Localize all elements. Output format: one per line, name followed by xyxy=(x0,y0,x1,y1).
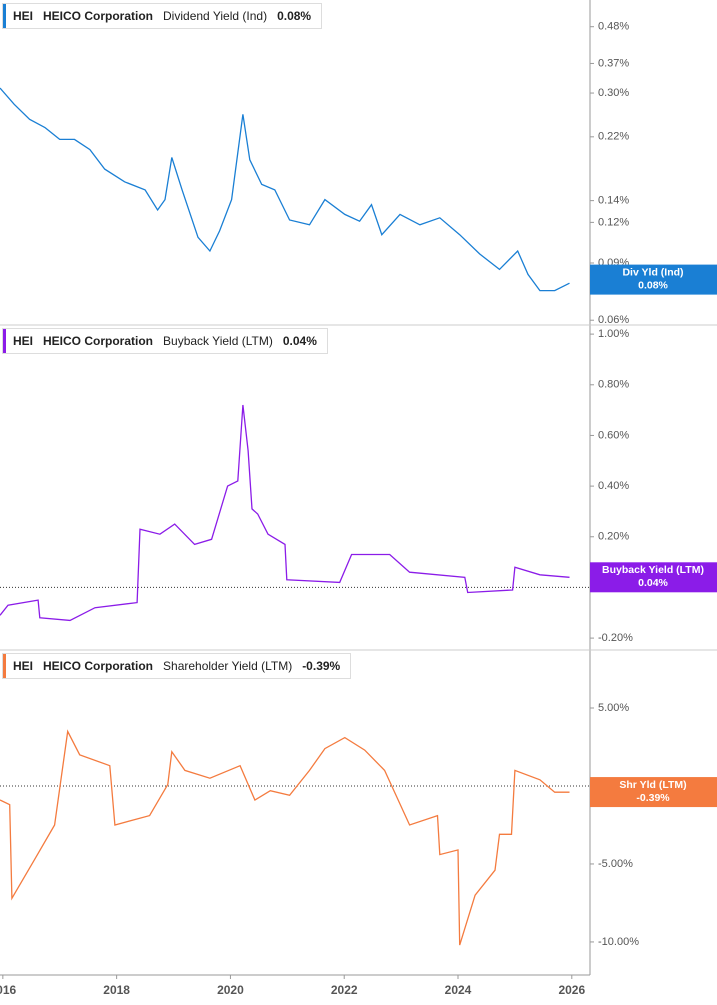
marker-name: Shr Yld (LTM) xyxy=(619,779,686,791)
series-line xyxy=(0,404,570,622)
legend-company: HEICO Corporation xyxy=(43,9,154,23)
x-tick-label: 2018 xyxy=(103,983,130,997)
y-tick-label: 0.12% xyxy=(598,216,629,228)
marker-name: Buyback Yield (LTM) xyxy=(602,564,704,576)
x-tick-label: 2024 xyxy=(445,983,472,997)
legend: HEI HEICO Corporation Shareholder Yield (L… xyxy=(2,653,352,679)
y-tick-label: 0.22% xyxy=(598,131,629,143)
legend-ticker: HEI xyxy=(13,659,34,673)
legend-ticker: HEI xyxy=(13,334,34,348)
y-tick-label: 0.30% xyxy=(598,87,629,99)
legend-series: Shareholder Yield (LTM) xyxy=(163,659,293,673)
x-tick-label: 2022 xyxy=(331,983,358,997)
legend-value: 0.08% xyxy=(277,9,312,23)
y-tick-label: -0.20% xyxy=(598,632,633,644)
series-line xyxy=(0,87,570,292)
y-tick-label: -5.00% xyxy=(598,858,633,870)
y-tick-label: 5.00% xyxy=(598,702,629,714)
legend-company: HEICO Corporation xyxy=(43,334,154,348)
y-tick-label: 0.60% xyxy=(598,429,629,441)
y-tick-label: 0.37% xyxy=(598,57,629,69)
legend-color xyxy=(3,654,6,678)
marker-name: Div Yld (Ind) xyxy=(622,266,683,278)
y-tick-label: 0.20% xyxy=(598,531,629,543)
legend-value: 0.04% xyxy=(282,334,317,348)
x-tick-label: 2020 xyxy=(217,983,244,997)
y-tick-label: -10.00% xyxy=(598,936,639,948)
legend-color xyxy=(3,329,6,353)
legend: HEI HEICO Corporation Buyback Yield (LTM) 0… xyxy=(2,328,328,354)
y-tick-label: 0.40% xyxy=(598,480,629,492)
current-value-marker xyxy=(590,777,717,808)
legend-color xyxy=(3,4,6,28)
x-tick-label: 2026 xyxy=(558,983,585,997)
x-tick-label: 2016 xyxy=(0,983,17,997)
legend-series: Dividend Yield (Ind) xyxy=(163,9,268,23)
y-tick-label: 0.80% xyxy=(598,379,629,391)
y-tick-label: 0.48% xyxy=(598,21,629,33)
legend-ticker: HEI xyxy=(13,9,34,23)
series-line xyxy=(0,729,570,946)
current-value-marker xyxy=(590,562,717,593)
current-value-marker xyxy=(590,264,717,295)
marker-value: -0.39% xyxy=(636,792,670,804)
y-tick-label: 0.06% xyxy=(598,314,629,326)
legend-company: HEICO Corporation xyxy=(43,659,154,673)
legend: HEI HEICO Corporation Dividend Yield (Ind)… xyxy=(2,3,323,29)
y-tick-label: 0.14% xyxy=(598,195,629,207)
marker-value: 0.08% xyxy=(638,279,668,291)
marker-value: 0.04% xyxy=(638,577,668,589)
legend-value: -0.39% xyxy=(302,659,341,673)
y-tick-label: 1.00% xyxy=(598,328,629,340)
legend-series: Buyback Yield (LTM) xyxy=(163,334,273,348)
